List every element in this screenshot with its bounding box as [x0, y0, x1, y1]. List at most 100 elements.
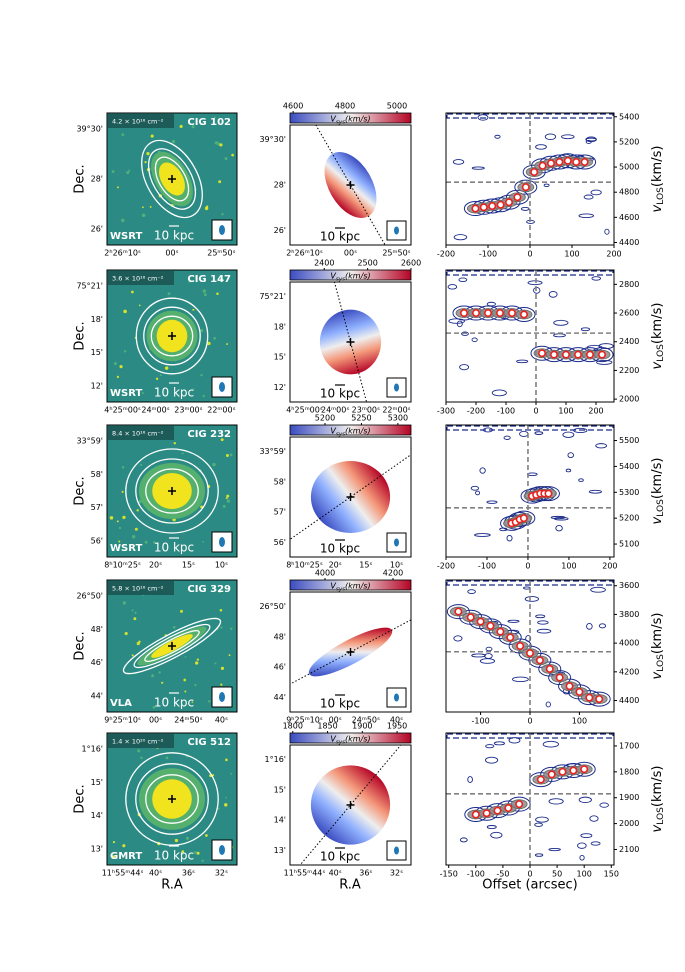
rotation-point	[471, 204, 480, 213]
x-tick-label: 100	[564, 250, 579, 259]
rotation-point	[544, 489, 553, 498]
noise-speck	[146, 151, 150, 156]
colorbar-tick-label: 1950	[387, 722, 407, 731]
noise-speck	[225, 454, 229, 457]
map-frame	[106, 732, 238, 866]
label-subscript: LOS	[656, 499, 666, 517]
noise-contour	[567, 452, 574, 459]
noise-speck	[116, 375, 120, 379]
dec-tick-label: 75°21'	[76, 281, 103, 290]
noise-band	[446, 425, 614, 431]
rotation-point	[516, 641, 525, 650]
label-symbol: V	[330, 114, 336, 123]
rotation-point	[506, 633, 515, 642]
column-density: 4.2 × 10¹⁸ cm⁻²	[112, 118, 164, 126]
rotation-point	[547, 770, 556, 779]
rotation-point	[515, 800, 524, 809]
rotation-point	[495, 309, 504, 318]
rotation-point	[545, 664, 554, 673]
ra-tick-label: 00ˢ	[149, 716, 162, 725]
noise-speck	[158, 671, 161, 674]
dec-tick-label: 44'	[274, 693, 286, 702]
scale-label: 10 kpc	[154, 229, 194, 243]
noise-contour	[591, 276, 602, 281]
offset-axis-label: Offset (arcsec)	[482, 878, 577, 893]
noise-contour	[536, 628, 552, 634]
ra-tick-label: 15ˢ	[182, 561, 195, 570]
noise-contour	[508, 737, 521, 744]
label-unit: (km/s)	[345, 271, 371, 280]
noise-speck	[111, 170, 115, 173]
emission-outer	[498, 629, 522, 645]
velfield-frame	[289, 124, 412, 246]
noise-speck	[121, 218, 125, 223]
noise-contour	[475, 490, 481, 496]
hi-contour	[135, 763, 209, 835]
map-frame	[106, 424, 238, 558]
noise-speck	[116, 520, 119, 523]
rotation-point	[563, 156, 572, 165]
telescope: WSRT	[110, 231, 142, 242]
hi-contour	[154, 156, 190, 202]
telescope: WSRT	[110, 388, 142, 399]
dec-tick-label: 44'	[91, 692, 103, 701]
hi-contour	[150, 315, 194, 357]
noise-speck	[181, 850, 185, 853]
label-unit: (km/s)	[650, 303, 665, 345]
noise-contour	[503, 435, 511, 440]
rotation-point	[595, 695, 604, 704]
hi-contour	[135, 458, 209, 524]
noise-speck	[183, 678, 187, 682]
galaxy-name: CIG 512	[187, 737, 231, 748]
beam	[394, 383, 399, 392]
noise-contour	[471, 653, 486, 658]
x-tick-label: 0	[527, 250, 532, 259]
noise-contour	[578, 796, 592, 803]
noise-speck	[149, 205, 152, 208]
colorbar-tick-label: 1850	[317, 722, 337, 731]
noise-speck	[155, 377, 159, 380]
rotation-point	[454, 607, 463, 616]
noise-speck	[123, 309, 127, 314]
dec-tick-label: 57'	[91, 503, 103, 512]
x-tick-label: -200	[437, 250, 455, 259]
y-tick-label: 5500	[619, 436, 639, 445]
rotation-point	[519, 310, 528, 319]
beam	[219, 692, 225, 702]
noise-speck	[194, 275, 198, 279]
ra-tick-label: 8ʰ10ᵐ25ˢ	[286, 561, 323, 570]
noise-speck	[221, 213, 224, 216]
axis-label: vLOS(km/s)	[650, 146, 666, 213]
center-cross	[346, 181, 355, 189]
scale-label: 10 kpc	[320, 542, 360, 556]
x-tick-label: -100	[467, 870, 485, 879]
noise-speck	[122, 601, 127, 605]
noise-contour	[550, 515, 566, 520]
axis-label: Vsys(km/s)	[330, 114, 370, 125]
dec-axis-label: Dec.	[73, 164, 88, 193]
axis-label: Vsys(km/s)	[330, 581, 370, 592]
rotation-point	[459, 309, 468, 318]
ra-tick-label: 10ˢ	[215, 561, 228, 570]
noise-speck	[220, 683, 223, 686]
noise-speck	[134, 611, 137, 614]
scale-label: 10 kpc	[320, 697, 360, 711]
noise-speck	[229, 453, 233, 457]
galaxy-name: CIG 147	[187, 274, 231, 285]
noise-contour	[544, 133, 557, 140]
label-symbol: v	[650, 204, 665, 212]
noise-speck	[121, 466, 125, 469]
dec-tick-label: 13'	[91, 845, 103, 854]
noise-contour	[542, 740, 559, 748]
noise-speck	[196, 851, 200, 855]
noise-speck	[190, 280, 193, 283]
velfield-frame	[289, 281, 412, 403]
label-subscript: sys	[336, 586, 345, 592]
noise-contour	[553, 319, 569, 326]
noise-speck	[171, 139, 176, 144]
ra-tick-label: 24ᵐ00ˢ	[321, 406, 349, 415]
noise-contour	[471, 337, 478, 343]
noise-speck	[205, 205, 209, 208]
rotation-point	[538, 161, 547, 170]
label-symbol: v	[650, 516, 665, 524]
